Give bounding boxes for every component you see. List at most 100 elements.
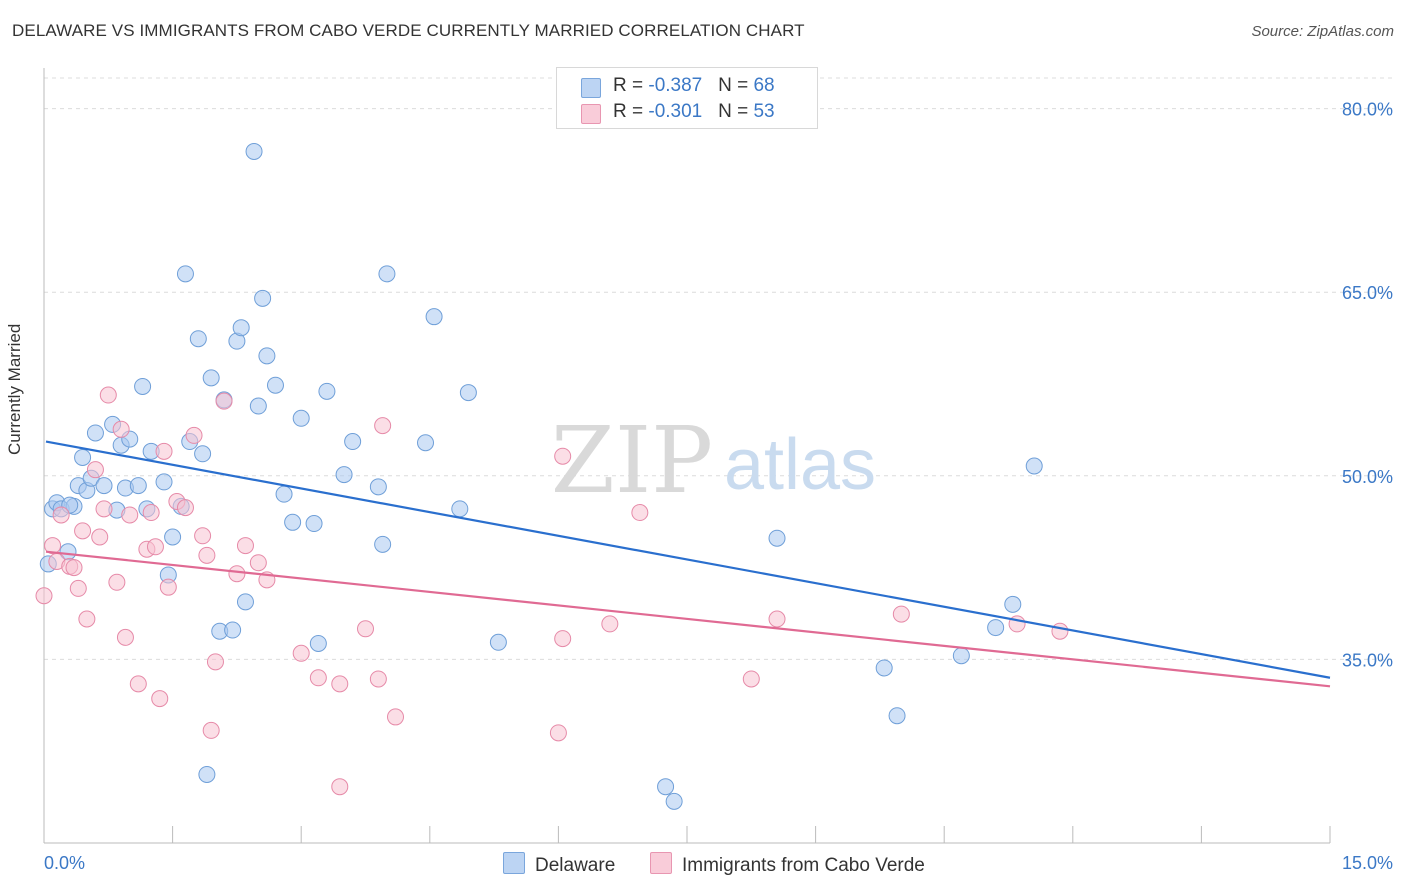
cabo-point-40 <box>357 620 374 638</box>
cabo-point-21 <box>151 690 169 708</box>
y-tick-label-1: 50.0% <box>1342 467 1393 487</box>
delaware-swatch <box>581 78 601 98</box>
cabo-verde-points <box>35 386 1069 796</box>
cabo-point-17 <box>129 675 147 693</box>
cabo-point-27 <box>194 527 212 545</box>
watermark-zip: ZIP <box>551 407 713 514</box>
delaware-n-value: 68 <box>753 75 775 96</box>
y-tick-label-0: 35.0% <box>1342 650 1393 670</box>
cabo-point-26 <box>185 426 203 444</box>
legend-delaware-label: Delaware <box>535 855 616 876</box>
cabo-point-33 <box>236 537 254 555</box>
cabo-r-value: -0.301 <box>648 101 703 122</box>
delaware-point-7 <box>74 448 92 466</box>
delaware-point-53 <box>417 434 435 452</box>
delaware-point-30 <box>202 369 220 387</box>
watermark: ZIP atlas <box>551 407 876 514</box>
delaware-point-36 <box>236 593 254 611</box>
cabo-point-51 <box>892 605 910 623</box>
cabo-point-19 <box>142 504 160 522</box>
cabo-trend-line <box>45 550 1331 688</box>
delaware-point-54 <box>425 308 443 326</box>
delaware-point-38 <box>249 397 267 415</box>
delaware-point-29 <box>198 765 216 783</box>
delaware-point-46 <box>309 634 327 652</box>
cabo-point-34 <box>249 554 267 572</box>
delaware-point-45 <box>305 515 323 533</box>
cabo-point-29 <box>202 721 220 739</box>
cabo-point-8 <box>78 610 96 628</box>
delaware-point-51 <box>374 535 392 553</box>
delaware-point-35 <box>232 319 250 337</box>
delaware-n-label: N = <box>718 75 754 96</box>
x-tick-label-1: 15.0% <box>1342 853 1393 873</box>
delaware-point-63 <box>952 647 970 665</box>
delaware-point-44 <box>292 409 310 427</box>
delaware-point-39 <box>254 289 272 307</box>
delaware-point-47 <box>318 382 336 400</box>
tick-labels: 35.0% 50.0% 65.0% 80.0% 0.0% 15.0% <box>44 100 1393 873</box>
cabo-point-23 <box>159 578 177 596</box>
cabo-point-50 <box>768 610 786 628</box>
delaware-r-label: R = <box>613 75 649 96</box>
delaware-point-50 <box>369 478 387 496</box>
cabo-point-0 <box>35 587 53 605</box>
delaware-point-64 <box>987 619 1005 637</box>
cabo-point-53 <box>1051 622 1069 640</box>
legend-cabo-label: Immigrants from Cabo Verde <box>682 855 925 876</box>
cabo-point-42 <box>374 417 392 435</box>
y-tick-label-2: 65.0% <box>1342 283 1393 303</box>
cabo-r-label: R = <box>613 101 649 122</box>
delaware-point-27 <box>189 330 207 348</box>
delaware-point-60 <box>768 529 786 547</box>
cabo-point-36 <box>292 644 310 662</box>
delaware-point-52 <box>378 265 396 283</box>
delaware-trend-line <box>45 440 1331 679</box>
cabo-point-28 <box>198 546 216 564</box>
delaware-point-48 <box>335 466 353 484</box>
axes <box>43 68 1331 844</box>
delaware-point-61 <box>875 659 893 677</box>
cabo-point-44 <box>554 447 572 465</box>
cabo-point-30 <box>206 653 224 671</box>
delaware-point-21 <box>155 473 173 491</box>
watermark-atlas: atlas <box>724 425 876 505</box>
cabo-point-12 <box>99 386 117 404</box>
delaware-points <box>39 142 1043 810</box>
source-label: Source: ZipAtlas.com <box>1251 23 1394 40</box>
cabo-point-48 <box>631 504 649 522</box>
cabo-n-value: 53 <box>753 101 775 122</box>
chart-title: DELAWARE VS IMMIGRANTS FROM CABO VERDE C… <box>12 21 805 40</box>
stats-legend: R = -0.387 N = 68 R = -0.301 N = 53 <box>556 67 818 129</box>
delaware-point-49 <box>344 433 362 451</box>
cabo-point-20 <box>146 538 164 556</box>
cabo-point-38 <box>331 778 349 796</box>
delaware-point-66 <box>1025 457 1043 475</box>
delaware-point-25 <box>176 265 194 283</box>
delaware-point-43 <box>284 513 302 531</box>
delaware-point-28 <box>194 445 212 463</box>
cabo-point-6 <box>69 579 87 597</box>
cabo-point-7 <box>74 522 92 540</box>
cabo-point-46 <box>554 630 572 648</box>
cabo-point-32 <box>228 565 246 583</box>
delaware-point-58 <box>657 778 675 796</box>
cabo-point-11 <box>95 500 113 518</box>
legend-delaware-swatch <box>503 852 525 874</box>
cabo-point-22 <box>155 442 173 460</box>
delaware-point-10 <box>86 424 104 442</box>
cabo-point-43 <box>387 708 405 726</box>
delaware-point-37 <box>245 142 263 160</box>
delaware-point-23 <box>164 528 182 546</box>
delaware-point-65 <box>1004 595 1022 613</box>
cabo-point-16 <box>121 506 139 524</box>
legend-cabo-swatch <box>650 852 672 874</box>
cabo-point-47 <box>601 615 619 633</box>
cabo-point-49 <box>742 670 760 688</box>
cabo-point-31 <box>215 392 233 410</box>
cabo-point-37 <box>309 669 327 687</box>
delaware-point-18 <box>134 377 152 395</box>
legend-item-cabo: Immigrants from Cabo Verde <box>650 852 925 876</box>
cabo-point-13 <box>108 573 126 591</box>
